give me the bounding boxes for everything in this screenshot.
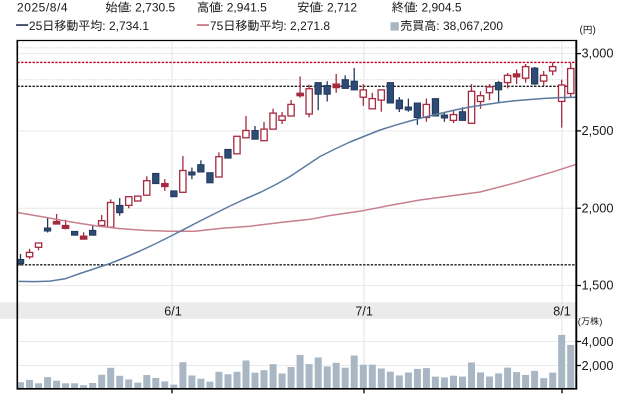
svg-text:: 2,271.8: : 2,271.8 — [283, 19, 330, 33]
svg-text:(: ( — [580, 25, 584, 36]
svg-text:2,000: 2,000 — [582, 200, 614, 215]
svg-text:(: ( — [578, 316, 582, 327]
svg-text:: 2,734.1: : 2,734.1 — [102, 19, 149, 33]
svg-text:25: 25 — [29, 19, 43, 33]
svg-text:3,000: 3,000 — [582, 46, 614, 61]
svg-text:2,000: 2,000 — [582, 358, 614, 373]
svg-text:8/1: 8/1 — [553, 304, 570, 318]
svg-text:: 2,730.5: : 2,730.5 — [129, 1, 176, 15]
svg-text:: 2,904.5: : 2,904.5 — [415, 1, 462, 15]
svg-text:): ) — [599, 316, 602, 327]
svg-text:: 38,067,200: : 38,067,200 — [436, 19, 503, 33]
svg-text:2025/8/4: 2025/8/4 — [17, 1, 68, 15]
svg-text:2,500: 2,500 — [582, 123, 614, 138]
svg-text:): ) — [593, 25, 596, 36]
svg-text:75: 75 — [210, 19, 224, 33]
svg-text:: 2,941.5: : 2,941.5 — [220, 1, 267, 15]
svg-text:7/1: 7/1 — [355, 304, 372, 318]
svg-text:4,000: 4,000 — [582, 334, 614, 349]
svg-text:6/1: 6/1 — [164, 304, 181, 318]
svg-text:1,500: 1,500 — [582, 278, 614, 293]
svg-text:: 2,712: : 2,712 — [320, 1, 357, 15]
